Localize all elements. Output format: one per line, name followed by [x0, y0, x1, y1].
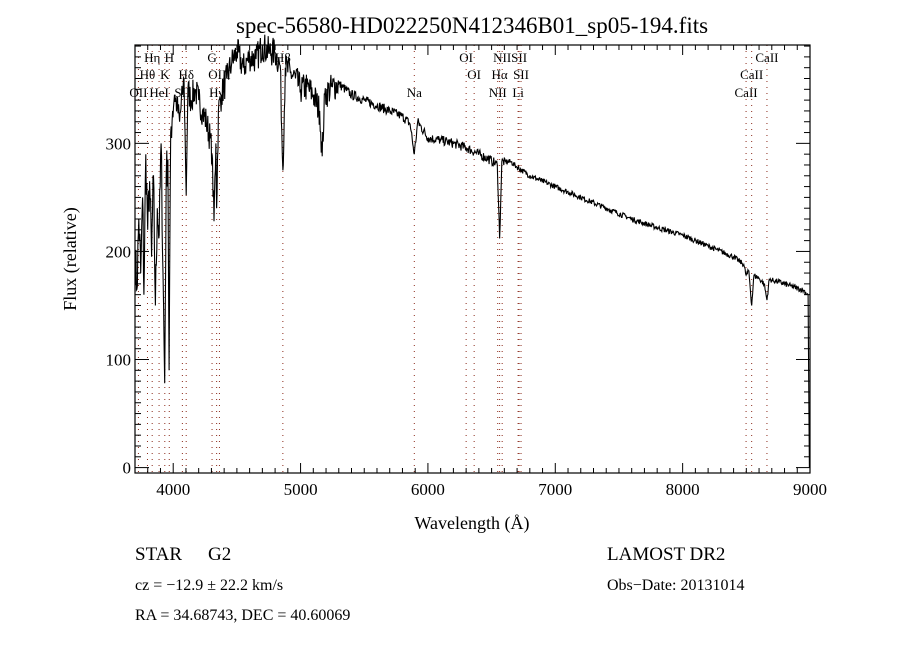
x-tick-label: 8000 — [666, 480, 700, 499]
marker-label: CaII — [735, 85, 758, 100]
marker-label: Na — [407, 85, 422, 100]
marker-label: H — [165, 50, 174, 65]
object-subclass: G2 — [208, 544, 231, 565]
x-tick-label: 9000 — [793, 480, 827, 499]
spectrum-line — [134, 34, 810, 468]
marker-label: Li — [512, 85, 524, 100]
x-tick-label: 4000 — [156, 480, 190, 499]
y-tick-label: 100 — [106, 351, 132, 370]
marker-label: K — [160, 67, 170, 82]
marker-label: CaII — [740, 67, 763, 82]
spectrum-series — [134, 34, 810, 468]
marker-label: NII — [489, 85, 507, 100]
x-tick-label: 7000 — [538, 480, 572, 499]
ra-dec-coords: RA = 34.68743, DEC = 40.60069 — [135, 607, 350, 624]
marker-label: SII — [511, 50, 527, 65]
plot-frame — [134, 44, 811, 474]
y-tick-label: 300 — [106, 134, 132, 153]
x-axis-label: Wavelength (Å) — [414, 513, 529, 534]
y-tick-label: 200 — [106, 242, 132, 261]
marker-label: Hα — [492, 67, 508, 82]
axis-ticks: 4000 5000 6000 7000 8000 9000 0 100 200 300 — [106, 45, 827, 499]
marker-label: OI — [459, 50, 473, 65]
marker-label: Hθ — [140, 67, 156, 82]
x-tick-label: 5000 — [284, 480, 318, 499]
marker-label: NII — [493, 50, 511, 65]
marker-label: OII — [129, 85, 147, 100]
chart-title: spec-56580-HD022250N412346B01_sp05-194.f… — [236, 13, 708, 38]
x-tick-label: 6000 — [411, 480, 445, 499]
marker-label: CaII — [755, 50, 778, 65]
marker-label: G — [207, 50, 216, 65]
marker-label: OI — [467, 67, 481, 82]
marker-label: Hη — [144, 50, 160, 65]
marker-label: HeI — [149, 85, 169, 100]
data-release: LAMOST DR2 — [607, 544, 725, 565]
object-class: STAR — [135, 544, 182, 565]
marker-label: Hδ — [178, 67, 194, 82]
marker-label: SII — [513, 67, 529, 82]
marker-label: Hγ — [209, 85, 224, 100]
y-axis-label: Flux (relative) — [60, 207, 81, 310]
redshift-cz: cz = −12.9 ± 22.2 km/s — [135, 577, 283, 594]
y-tick-label: 0 — [123, 459, 132, 478]
line-markers: OIIHθHηHeIKHSIIHδGHγOIIIHβNaOIOINIIHαNII… — [129, 45, 779, 473]
obs-date: Obs−Date: 20131014 — [607, 577, 744, 594]
